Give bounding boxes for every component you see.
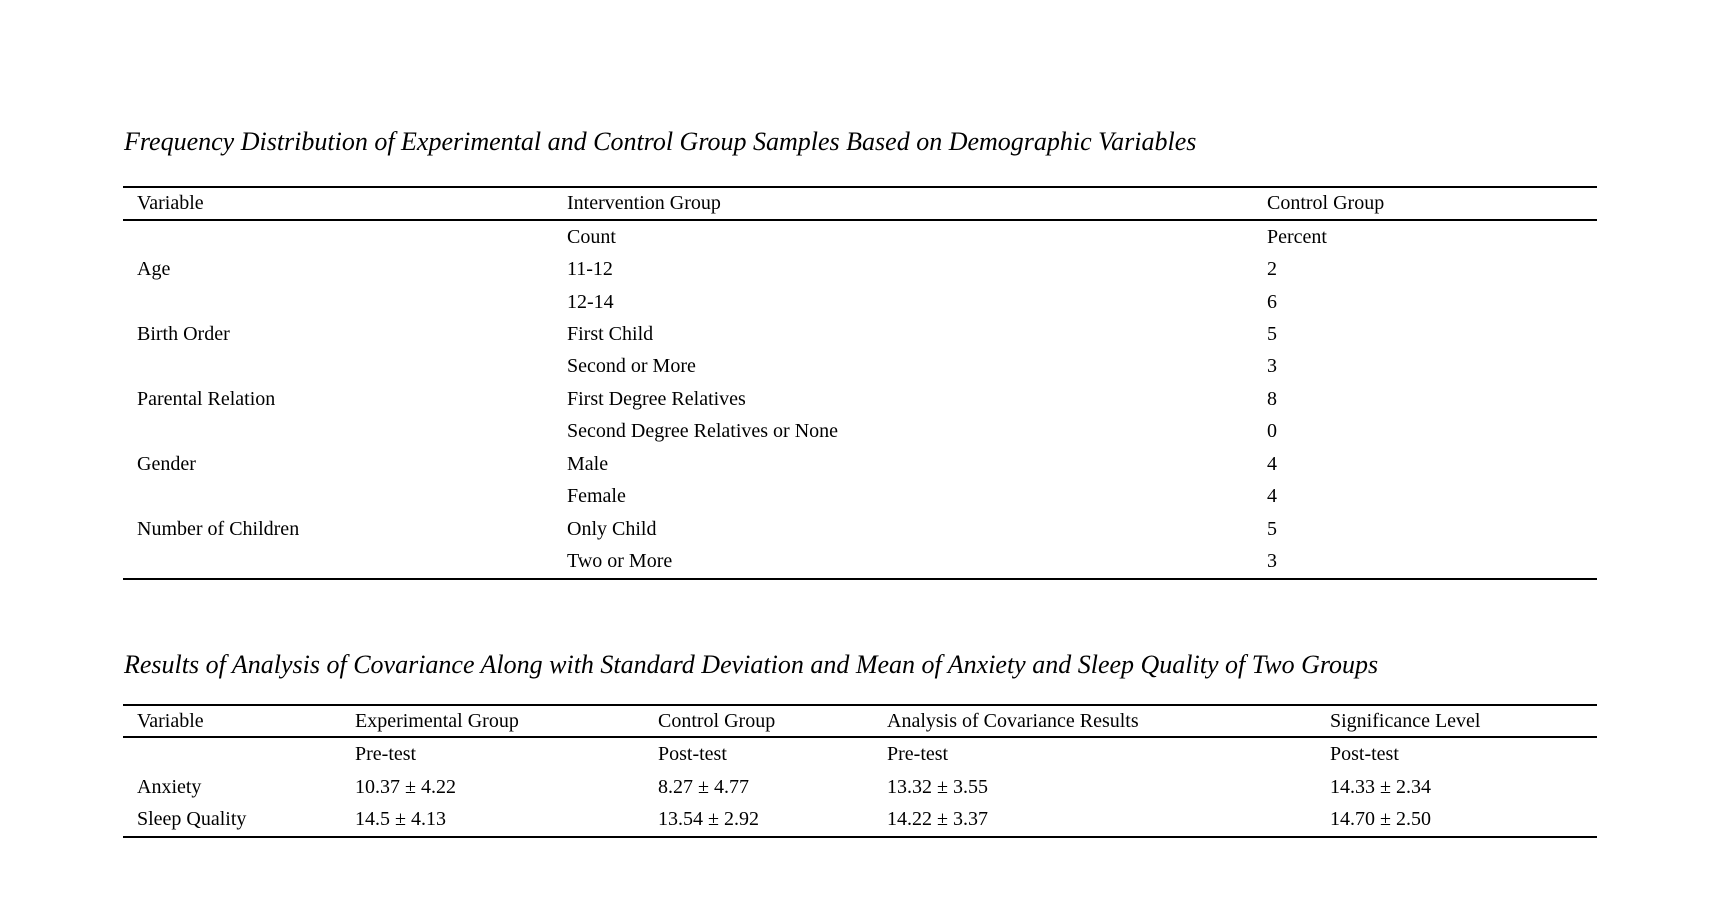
table-cell: First Child <box>567 323 654 346</box>
header-significance-level: Significance Level <box>1330 709 1481 732</box>
table-cell: 14.5 ± 4.13 <box>355 808 446 831</box>
table-cell: Percent <box>1267 225 1327 248</box>
table-cell: Anxiety <box>137 775 202 798</box>
table-cell: 5 <box>1267 323 1277 346</box>
ancova-table-header-row: Variable Experimental Group Control Grou… <box>123 706 1597 738</box>
table-cell: 2 <box>1267 258 1277 281</box>
header-intervention-group: Intervention Group <box>567 192 721 214</box>
table-row: Female 4 <box>123 481 1597 513</box>
table-cell: 12-14 <box>567 290 614 313</box>
ancova-table: Variable Experimental Group Control Grou… <box>123 704 1597 839</box>
table-cell: 5 <box>1267 517 1277 540</box>
table-row: 12-14 6 <box>123 286 1597 318</box>
table-cell: 14.33 ± 2.34 <box>1330 775 1431 798</box>
table-cell: Age <box>137 258 171 281</box>
table-row: Parental Relation First Degree Relatives… <box>123 383 1597 415</box>
header-control-group: Control Group <box>658 709 776 732</box>
table-cell: Post-test <box>1330 742 1399 765</box>
table-row: Birth Order First Child 5 <box>123 318 1597 350</box>
table-cell: 11-12 <box>567 258 613 281</box>
table-cell: Two or More <box>567 550 673 573</box>
demographics-table-header-row: Variable Intervention Group Control Grou… <box>123 188 1597 221</box>
table-row: Number of Children Only Child 5 <box>123 513 1597 545</box>
table-cell: 4 <box>1267 485 1277 508</box>
table-row: Anxiety 10.37 ± 4.22 8.27 ± 4.77 13.32 ±… <box>123 771 1597 804</box>
ancova-table-title: Results of Analysis of Covariance Along … <box>124 650 1379 679</box>
table-cell: Number of Children <box>137 517 300 540</box>
table-cell: Parental Relation <box>137 387 276 410</box>
table-row: Second or More 3 <box>123 351 1597 383</box>
table-cell: Second Degree Relatives or None <box>567 420 839 443</box>
table-cell: Pre-test <box>887 742 949 765</box>
header-variable: Variable <box>137 192 204 214</box>
table-cell: 4 <box>1267 452 1277 475</box>
table-cell: 14.22 ± 3.37 <box>887 808 988 831</box>
table-cell: Second or More <box>567 355 696 378</box>
header-ancova-results: Analysis of Covariance Results <box>887 709 1139 732</box>
table-cell: 13.32 ± 3.55 <box>887 775 988 798</box>
table-cell: 8 <box>1267 387 1277 410</box>
table-cell: 8.27 ± 4.77 <box>658 775 749 798</box>
table-row: Age 11-12 2 <box>123 253 1597 285</box>
table-cell: 0 <box>1267 420 1277 443</box>
demographics-table-title: Frequency Distribution of Experimental a… <box>124 127 1197 156</box>
table-cell: Post-test <box>658 742 727 765</box>
table-cell: 3 <box>1267 355 1277 378</box>
table-row: Sleep Quality 14.5 ± 4.13 13.54 ± 2.92 1… <box>123 803 1597 836</box>
table-cell: Female <box>567 485 626 508</box>
demographics-table: Variable Intervention Group Control Grou… <box>123 186 1597 580</box>
table-row: Second Degree Relatives or None 0 <box>123 416 1597 448</box>
table-cell: 10.37 ± 4.22 <box>355 775 456 798</box>
header-control-group: Control Group <box>1267 192 1385 214</box>
table-cell: 14.70 ± 2.50 <box>1330 808 1431 831</box>
table-cell: Male <box>567 452 609 475</box>
header-experimental-group: Experimental Group <box>355 709 519 732</box>
table-cell: Pre-test <box>355 742 417 765</box>
table-row: Pre-test Post-test Pre-test Post-test <box>123 738 1597 771</box>
table-cell: First Degree Relatives <box>567 387 746 410</box>
table-cell: Only Child <box>567 517 657 540</box>
table-cell: Birth Order <box>137 323 230 346</box>
table-cell: 6 <box>1267 290 1277 313</box>
table-cell: Sleep Quality <box>137 808 247 831</box>
table-row: Two or More 3 <box>123 545 1597 577</box>
table-cell: 13.54 ± 2.92 <box>658 808 759 831</box>
table-cell: 3 <box>1267 550 1277 573</box>
header-variable: Variable <box>137 709 204 732</box>
table-cell: Count <box>567 225 616 248</box>
table-row: Gender Male 4 <box>123 448 1597 480</box>
table-row: Count Percent <box>123 221 1597 253</box>
table-cell: Gender <box>137 452 196 475</box>
